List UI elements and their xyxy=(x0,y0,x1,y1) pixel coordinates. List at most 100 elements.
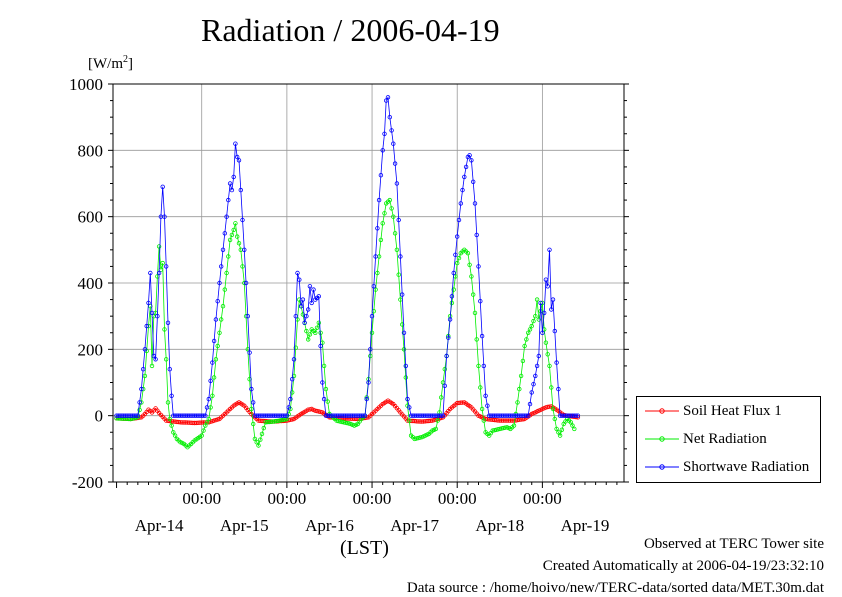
data-point xyxy=(433,426,439,432)
data-point xyxy=(392,231,398,236)
data-point xyxy=(469,158,474,163)
data-point xyxy=(306,307,311,312)
data-point xyxy=(234,234,240,239)
data-point xyxy=(458,201,463,206)
data-point xyxy=(199,433,204,438)
data-point xyxy=(439,395,444,400)
data-point xyxy=(529,323,534,329)
y-tick-label: 200 xyxy=(78,340,104,359)
data-point xyxy=(531,382,536,387)
data-point xyxy=(394,247,400,252)
data-point xyxy=(573,413,579,418)
data-point xyxy=(538,300,543,306)
data-point xyxy=(469,274,474,279)
data-point xyxy=(439,413,444,418)
data-point xyxy=(378,237,384,243)
data-point xyxy=(405,396,410,402)
legend-item-net-radiation: Net Radiation xyxy=(645,428,767,450)
data-point xyxy=(227,237,233,243)
data-point xyxy=(215,299,220,304)
data-point xyxy=(243,280,249,286)
data-point xyxy=(554,426,559,432)
data-point xyxy=(293,345,298,350)
data-point xyxy=(234,154,240,160)
data-point xyxy=(368,347,373,352)
data-point xyxy=(290,417,295,422)
data-point xyxy=(227,181,233,186)
data-point xyxy=(314,325,320,330)
y-tick-label: 400 xyxy=(78,274,104,293)
data-point xyxy=(156,244,162,249)
data-point xyxy=(320,380,325,385)
x-tick-label: 00:00 xyxy=(438,489,477,508)
data-point xyxy=(380,148,385,153)
data-point xyxy=(247,377,252,382)
data-point xyxy=(543,277,549,282)
data-point xyxy=(540,330,545,335)
data-point xyxy=(140,367,146,372)
data-point xyxy=(547,247,552,252)
x-tick-label: 00:00 xyxy=(353,489,392,508)
data-point xyxy=(472,310,478,316)
data-point xyxy=(400,292,405,297)
data-point xyxy=(313,330,318,335)
data-point xyxy=(204,405,210,410)
data-point xyxy=(259,431,265,437)
data-point xyxy=(398,254,403,259)
data-point xyxy=(520,358,526,364)
data-point xyxy=(206,396,211,402)
data-point xyxy=(467,153,472,158)
data-point xyxy=(144,323,149,329)
data-point xyxy=(572,426,577,432)
data-point xyxy=(250,400,256,405)
data-point xyxy=(375,226,380,231)
legend-marker-green xyxy=(645,436,679,442)
data-point xyxy=(435,418,440,423)
footer-observed: Observed at TERC Tower site xyxy=(643,536,824,552)
data-point xyxy=(533,314,538,319)
data-point xyxy=(224,214,229,219)
data-point xyxy=(474,232,479,238)
data-point xyxy=(446,335,451,340)
data-point xyxy=(163,264,169,269)
data-point xyxy=(456,217,462,223)
y-tick-label: 1000 xyxy=(69,75,103,94)
data-point xyxy=(171,430,176,435)
data-point xyxy=(552,328,557,334)
data-point xyxy=(462,174,467,180)
data-point xyxy=(522,343,527,349)
legend-marker-blue xyxy=(645,464,679,470)
data-point xyxy=(282,413,288,418)
data-point xyxy=(318,330,323,335)
data-point xyxy=(160,260,165,266)
data-point xyxy=(380,221,385,226)
data-point xyxy=(401,347,407,352)
data-point xyxy=(204,420,210,425)
data-point xyxy=(392,161,398,166)
data-point xyxy=(201,428,206,433)
data-point xyxy=(148,270,153,276)
legend-marker-red xyxy=(645,408,679,414)
data-point xyxy=(534,297,540,302)
data-point xyxy=(524,337,529,342)
x-tick-label: 00:00 xyxy=(523,489,562,508)
data-point xyxy=(559,427,565,432)
data-point xyxy=(146,300,151,306)
data-point xyxy=(250,421,256,427)
data-point xyxy=(403,375,408,380)
data-point xyxy=(254,440,259,445)
data-point xyxy=(526,413,531,418)
x-axis: 00:00 Apr-14 00:00 Apr-15 00:00 Apr-16 00:00 Ap… xyxy=(116,482,618,535)
data-point xyxy=(172,433,178,438)
data-point xyxy=(300,297,306,302)
data-point xyxy=(527,401,533,407)
data-point xyxy=(542,310,547,316)
unit-superscript: 2 xyxy=(123,54,128,65)
data-point xyxy=(167,367,172,372)
y-tick-label: -200 xyxy=(72,473,103,492)
data-point xyxy=(169,423,174,428)
data-point xyxy=(481,363,486,369)
data-point xyxy=(293,314,298,319)
data-point xyxy=(215,343,220,349)
data-point xyxy=(156,270,162,276)
